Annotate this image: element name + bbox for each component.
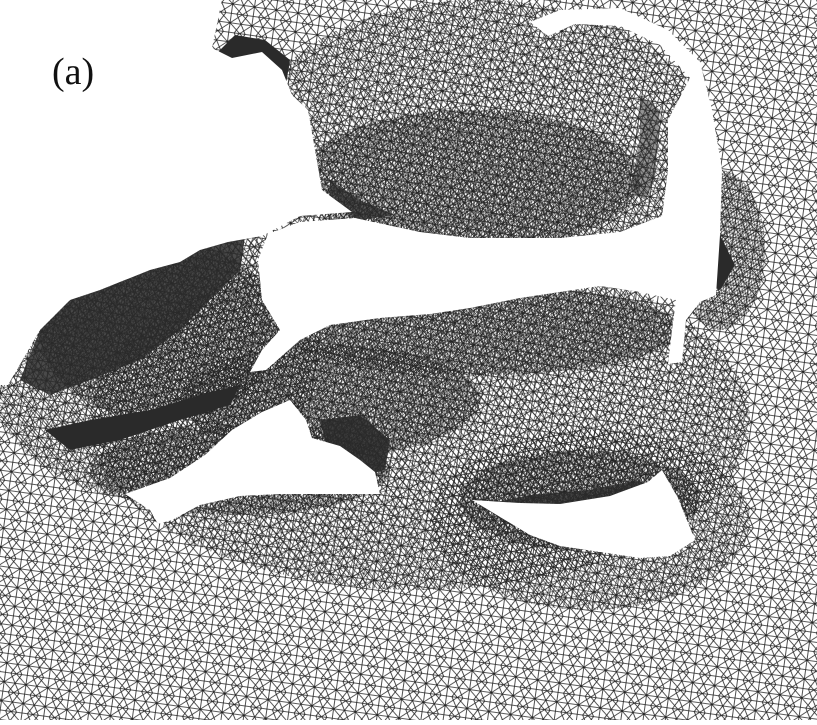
mesh-map: (a) bbox=[0, 0, 817, 720]
panel-label: (a) bbox=[52, 51, 94, 93]
page: (a) (() => { const data = JSON.parse(doc… bbox=[0, 0, 817, 720]
